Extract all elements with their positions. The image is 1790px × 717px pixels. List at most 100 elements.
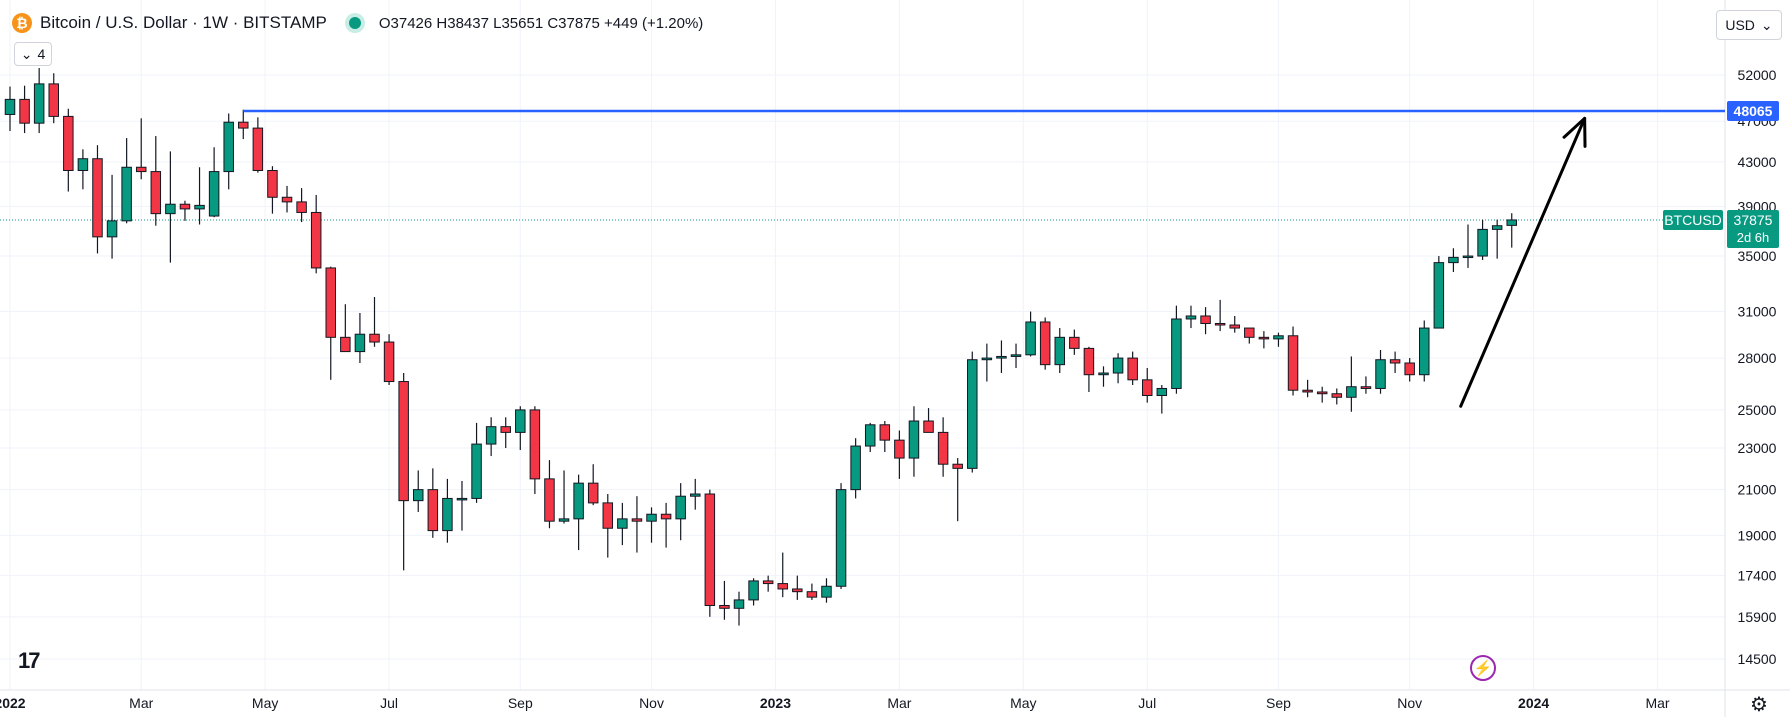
candle (1258, 331, 1270, 349)
candle (952, 458, 963, 522)
candle (1346, 356, 1357, 412)
candle (267, 166, 278, 214)
candle (894, 430, 905, 479)
candle-body (1404, 362, 1415, 376)
indicators-toggle-button[interactable]: ⌄ 4 (14, 42, 52, 66)
candle-body (1069, 336, 1080, 349)
candle-body (1200, 315, 1211, 324)
candle (281, 185, 293, 213)
symbol-title[interactable]: Bitcoin / U.S. Dollar · 1W · BITSTAMP (40, 13, 327, 32)
lightning-icon[interactable]: ⚡ (1470, 655, 1496, 681)
candle (412, 470, 424, 512)
time-tick-label: Mar (887, 695, 911, 711)
candle-body (92, 158, 103, 238)
candle-body (1098, 372, 1109, 376)
chevron-down-icon: ⌄ (1760, 16, 1773, 33)
indicator-count: 4 (37, 46, 46, 62)
candle-body (208, 171, 220, 217)
candle-body (1112, 357, 1124, 374)
candle (835, 483, 847, 589)
candle (500, 417, 511, 449)
candle (1127, 351, 1138, 385)
candle (544, 460, 555, 529)
candle-body (792, 588, 803, 593)
chevron-down-icon: ⌄ (20, 45, 33, 62)
candle-body (1360, 386, 1372, 389)
candle (937, 417, 949, 477)
candle-body (1244, 327, 1255, 338)
candle-body (937, 431, 949, 465)
candle (1462, 224, 1474, 268)
candle (1360, 376, 1372, 394)
candle (238, 109, 249, 140)
time-tick-label: Sep (508, 695, 533, 711)
symbol-badge: BTCUSD (1663, 209, 1723, 230)
candle (1419, 320, 1430, 382)
candle-body (1156, 387, 1168, 396)
candle-body (602, 502, 614, 529)
candle (646, 507, 657, 543)
candle-body (719, 604, 730, 609)
candle (573, 474, 584, 551)
currency-select[interactable]: USD ⌄ (1716, 10, 1782, 40)
price-tick-label: 52000 (1738, 67, 1777, 83)
time-tick-label: May (1010, 695, 1036, 711)
candle-body (835, 489, 847, 587)
currency-label: USD (1725, 17, 1755, 33)
candle-body (1477, 228, 1488, 257)
candle-body (412, 489, 424, 502)
candle (1506, 213, 1517, 248)
candle-body (296, 201, 307, 213)
candle (208, 147, 220, 218)
candle-body (1419, 327, 1430, 376)
candle (733, 591, 745, 626)
candle (515, 406, 526, 451)
candle-body (48, 83, 59, 117)
tradingview-logo[interactable]: 17 (18, 648, 41, 673)
gear-icon[interactable]: ⚙ (1750, 694, 1768, 716)
candle-body (1375, 359, 1386, 389)
time-tick-label: May (252, 695, 278, 711)
candle-body (1316, 391, 1328, 395)
candle-body (1331, 393, 1343, 398)
candle-body (471, 443, 482, 499)
market-status-icon[interactable] (348, 17, 361, 29)
candle (1244, 327, 1255, 344)
candle (660, 502, 672, 548)
candle-body (1010, 354, 1022, 357)
last-price-badge: 37875 2d 6h (1727, 209, 1779, 248)
candle (48, 73, 59, 124)
price-tick-label: 19000 (1738, 527, 1777, 543)
candle-body (1302, 389, 1313, 393)
candle-body (631, 518, 643, 522)
candle-body (267, 169, 278, 198)
candle (850, 438, 861, 499)
candle (485, 417, 497, 457)
candle (777, 552, 788, 598)
candle-body (864, 424, 876, 447)
candle-body (1287, 335, 1299, 391)
price-tick-label: 23000 (1738, 440, 1777, 456)
candle (1477, 219, 1488, 260)
candle-body (77, 158, 89, 171)
candle-body (165, 203, 176, 215)
candle (587, 464, 599, 506)
candle-body (252, 127, 264, 171)
candle-body (573, 482, 584, 520)
candle-body (1389, 359, 1401, 364)
candle-body (238, 121, 249, 129)
candle (1229, 315, 1240, 333)
candle (471, 422, 482, 503)
candle-body (121, 166, 132, 222)
candle-body (587, 482, 599, 504)
candle (792, 575, 803, 600)
candle (383, 334, 395, 385)
time-tick-label: Jul (380, 695, 398, 711)
trend-arrow-head (1562, 116, 1587, 148)
time-tick-label: Nov (1397, 695, 1422, 711)
candle-body (1054, 336, 1066, 366)
candle (398, 373, 409, 571)
candle-body (1462, 255, 1474, 259)
chart-header: ₿ Bitcoin / U.S. Dollar · 1W · BITSTAMP … (12, 10, 703, 36)
